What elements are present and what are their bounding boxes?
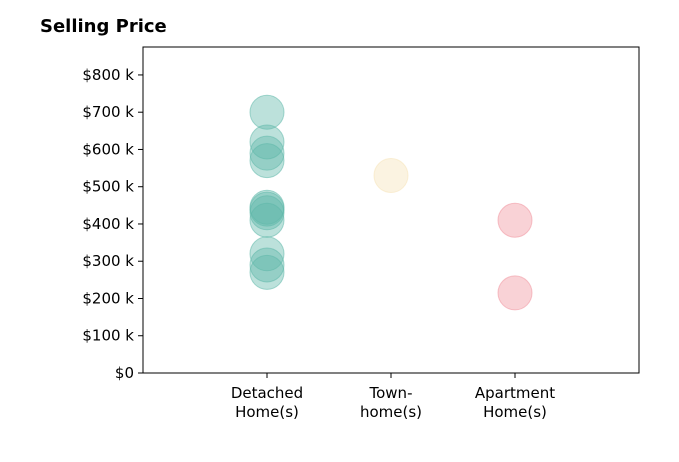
- x-tick-label: Town-home(s): [360, 384, 422, 421]
- data-point: [249, 195, 285, 231]
- x-tick-label: Apartment Home(s): [475, 384, 555, 421]
- x-axis: Detached Home(s) Town-home(s) Apartment Home…: [231, 373, 555, 421]
- plot-frame: [142, 46, 640, 374]
- data-point: [249, 254, 285, 290]
- y-tick-label: $0: [115, 364, 134, 382]
- data-point: [249, 143, 285, 179]
- data-point: [497, 275, 533, 311]
- data-point: [249, 247, 285, 283]
- data-point: [249, 236, 285, 272]
- data-point: [249, 202, 285, 238]
- data-point: [249, 124, 285, 160]
- y-axis: $0 $100 k $200 k $300 k $400 k $500 k $600 k $7…: [82, 66, 143, 382]
- data-point: [497, 202, 533, 238]
- data-point: [249, 135, 285, 171]
- y-tick-label: $600 k: [82, 140, 134, 158]
- y-tick-label: $100 k: [82, 327, 134, 345]
- y-tick-label: $500 k: [82, 178, 134, 196]
- chart-title: Selling Price: [40, 16, 167, 37]
- y-tick-label: $200 k: [82, 289, 134, 307]
- y-tick-label: $300 k: [82, 252, 134, 270]
- y-tick-label: $700 k: [82, 103, 134, 121]
- x-tick-label: Detached Home(s): [231, 384, 303, 421]
- data-point: [249, 94, 285, 130]
- data-point: [373, 158, 409, 194]
- y-tick-label: $400 k: [82, 215, 134, 233]
- data-points: [249, 94, 533, 311]
- y-tick-label: $800 k: [82, 66, 134, 84]
